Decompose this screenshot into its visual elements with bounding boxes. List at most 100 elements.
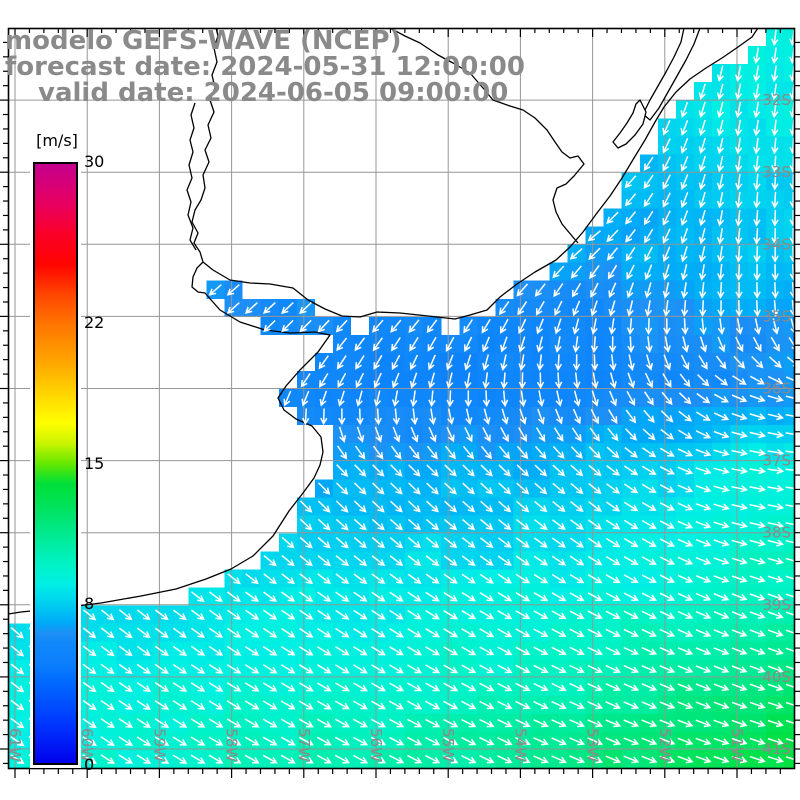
wind-arrow [680,192,689,209]
wind-arrow [154,700,170,710]
colorbar-tick-label: 0 [84,755,95,774]
wind-arrow [409,337,419,352]
colorbar-unit-label: [m/s] [36,131,78,150]
latlon-grid [8,28,795,769]
wind-arrow [497,628,513,638]
wind-arrow [753,191,761,209]
wind-arrow [190,754,206,764]
wind-arrow [226,284,240,296]
wind-arrow [281,302,294,315]
wind-arrow [749,539,766,547]
wind-arrow [371,718,387,728]
wind-arrow [771,264,779,281]
wind-arrow [627,336,635,354]
wind-arrow [552,445,565,459]
wind-arrow [551,537,566,548]
wind-arrow [425,518,440,531]
lat-label: 32S [762,91,791,109]
wind-arrow [410,390,418,408]
wind-arrow [515,755,531,764]
wind-arrow [641,628,658,638]
wind-arrow [643,192,654,208]
wind-arrow [82,645,97,657]
wind-arrow [479,537,494,549]
wind-arrow [659,683,676,692]
wind-arrow [391,372,400,389]
wind-arrow [609,372,617,389]
wind-arrow [681,336,690,353]
wind-arrow [623,483,639,494]
wind-arrow [371,555,386,567]
wind-arrow [753,65,761,83]
wind-arrow [553,427,564,442]
wind-arrow [695,755,712,764]
uruguay-river [191,29,219,263]
wind-arrow [317,646,332,656]
wind-arrow [695,448,712,457]
wind-arrow [262,718,278,728]
wind-arrow [501,408,509,425]
wind-arrow [227,591,241,603]
wind-arrow [645,336,653,353]
wind-arrow [677,592,694,601]
wind-arrow [749,629,766,637]
wind-arrow [208,736,224,746]
wind-arrow [245,609,260,620]
wind-arrow [623,737,640,746]
wind-arrow [100,663,115,675]
wind-arrow [281,591,296,602]
wind-arrow [608,336,617,354]
wind-arrow [373,390,382,407]
wind-arrow [785,376,794,385]
wind-arrow [515,737,531,746]
wind-arrow [537,390,545,408]
wind-arrow [680,264,688,281]
wind-arrow [696,392,711,404]
wind-arrow [695,538,712,547]
wind-arrow [767,593,784,601]
wind-arrow [569,628,585,638]
wind-arrow [551,719,567,728]
wind-arrow [749,737,766,746]
wind-arrow [554,408,563,425]
wind-arrow [461,718,477,728]
wind-arrow [390,464,403,477]
wind-arrow [605,501,621,512]
wind-arrow [136,627,151,639]
wind-arrow [407,555,422,567]
wind-arrow [10,754,25,765]
wind-arrow [623,501,639,512]
wind-arrow [713,593,730,601]
wind-arrow [731,557,748,565]
wind-arrow [533,610,549,620]
wind-arrow [641,501,657,511]
wind-arrow [554,372,563,390]
wind-arrow [753,264,761,281]
wind-arrow [371,518,385,531]
wind-arrow [407,664,423,674]
wind-arrow [785,756,794,761]
wind-arrow [408,464,421,477]
wind-arrow [767,539,785,547]
wind-arrow [190,718,206,728]
wind-arrow [732,375,747,385]
wind-arrow [518,354,526,371]
wind-arrow [517,300,528,316]
wind-arrow [352,754,369,764]
wind-arrow [785,593,794,598]
wind-arrow [100,645,115,657]
wind-arrow [767,647,784,656]
wind-arrow [569,555,585,566]
wind-arrow [226,302,240,314]
wind-arrow [662,246,671,263]
wind-arrow [752,83,761,101]
wind-arrow [695,556,712,565]
wind-arrow [569,248,583,260]
wind-arrow [154,754,170,764]
wind-arrow [644,264,653,281]
wind-arrow [771,47,779,65]
wind-arrow [643,174,654,189]
wind-arrow [662,282,670,299]
wind-arrow [353,682,368,692]
wind-arrow [713,503,730,511]
